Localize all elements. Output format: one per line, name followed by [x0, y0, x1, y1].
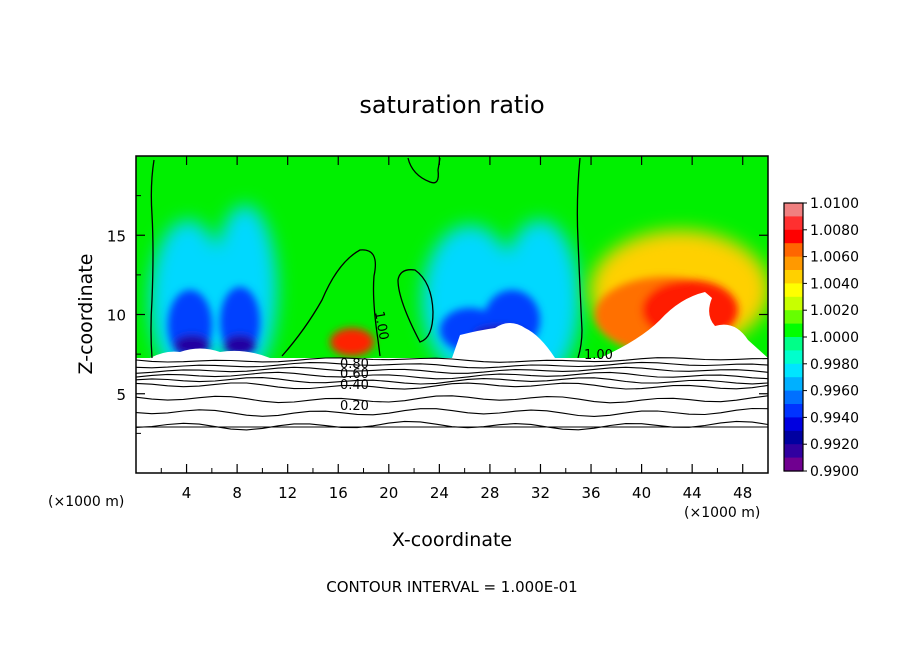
x-tick-label: 44 [683, 484, 702, 502]
x-tick-label: 36 [581, 484, 600, 502]
colorbar-tick-label: 0.9960 [810, 384, 859, 400]
contour-line-1 [150, 159, 155, 359]
x-tick-label: 4 [182, 484, 192, 502]
contour-line [136, 382, 768, 390]
x-units-left: (×1000 m) [48, 494, 124, 510]
y-axis-label: Z-coordinate [75, 254, 97, 375]
y-tick-label: 5 [116, 386, 126, 404]
colorbar-swatch [784, 229, 803, 244]
colorbar-tick-label: 0.9900 [810, 464, 859, 480]
contour-label-2: 1.00 [584, 348, 613, 363]
colorbar-tick-label: 1.0080 [810, 223, 859, 239]
colorbar-tick-label: 1.0020 [810, 303, 859, 319]
colorbar-swatch [784, 444, 803, 459]
colorbar-tick-label: 1.0060 [810, 250, 859, 266]
terrain-clear-patch-3 [600, 292, 768, 358]
colorbar-swatch [784, 243, 803, 258]
x-tick-label: 48 [733, 484, 752, 502]
plot-field [136, 156, 768, 473]
contour-line [136, 366, 768, 374]
stratified-contours [136, 357, 768, 431]
contour-line-3 [397, 269, 434, 343]
colorbar-swatch [784, 404, 803, 418]
x-tick-label: 8 [232, 484, 242, 502]
x-tick-label: 20 [379, 484, 398, 502]
colorbar-tick-label: 0.9980 [810, 357, 859, 373]
colorbar-swatch [784, 337, 803, 351]
terrain-clear-patch-1 [150, 348, 270, 358]
contour-line [136, 371, 768, 380]
contour-line [136, 407, 768, 417]
colorbar-swatch [784, 323, 803, 338]
contour-line-2 [281, 249, 381, 357]
colorbar-swatch [784, 216, 803, 231]
colorbar-swatch [784, 256, 803, 271]
colorbar-swatch [784, 203, 803, 217]
x-tick-label: 32 [531, 484, 550, 502]
colorbar-tick-label: 1.0040 [810, 276, 859, 292]
contour-line [136, 361, 768, 369]
x-tick-label: 40 [632, 484, 651, 502]
below-terrain-area [136, 358, 768, 473]
moist-pocket-red [330, 328, 374, 356]
contour-label-6: 0.20 [340, 399, 369, 414]
colorbar-swatch [784, 310, 803, 325]
x-tick-label: 12 [278, 484, 297, 502]
contour-line [136, 377, 768, 385]
colorbar-swatch [784, 390, 803, 405]
x-tick-label: 16 [329, 484, 348, 502]
colorbar-swatch [784, 363, 803, 378]
colorbar-tick-label: 0.9940 [810, 410, 859, 426]
contour-line-4 [407, 157, 441, 184]
contour-line [136, 395, 768, 404]
colorbar-tick-label: 1.0100 [810, 196, 859, 212]
contour-label-3: 0.80 [340, 357, 369, 372]
y-tick-label: 15 [107, 227, 126, 245]
colorbar-swatch [784, 377, 803, 392]
colorbar-swatch [784, 283, 803, 298]
chart-title: saturation ratio [359, 91, 544, 119]
contour-label-5: 0.40 [340, 378, 369, 393]
x-tick-label: 24 [430, 484, 449, 502]
contour-label-4: 0.60 [340, 367, 369, 382]
colorbar [783, 202, 804, 472]
colorbar-swatch [784, 296, 803, 311]
colorbar-swatch [784, 430, 803, 445]
x-tick-label: 28 [480, 484, 499, 502]
y-tick-label: 10 [107, 307, 126, 325]
x-axis-label: X-coordinate [392, 529, 512, 551]
colorbar-tick-label: 0.9920 [810, 437, 859, 453]
contour-line [136, 357, 768, 363]
colorbar-swatch [784, 457, 803, 472]
colorbar-swatch [784, 350, 803, 365]
contour-interval-note: CONTOUR INTERVAL = 1.000E-01 [326, 578, 577, 596]
colorbar-labels: 1.0100 1.0080 1.0060 1.0040 1.0020 1.0000 0.99… [803, 196, 859, 480]
y-axis-ticks: 5 10 15 [107, 195, 768, 434]
colorbar-swatch [784, 417, 803, 432]
dry-min-2 [224, 335, 256, 355]
terrain-clear-patch-2 [452, 323, 555, 358]
contour-line-5 [576, 157, 583, 359]
x-axis-ticks: 4 8 12 16 20 24 28 32 36 40 44 48 [160, 156, 752, 502]
x-units-right: (×1000 m) [684, 505, 760, 521]
contour-label-1: 1.00 [371, 310, 391, 341]
colorbar-swatch [784, 270, 803, 284]
colorbar-tick-label: 1.0000 [810, 330, 859, 346]
